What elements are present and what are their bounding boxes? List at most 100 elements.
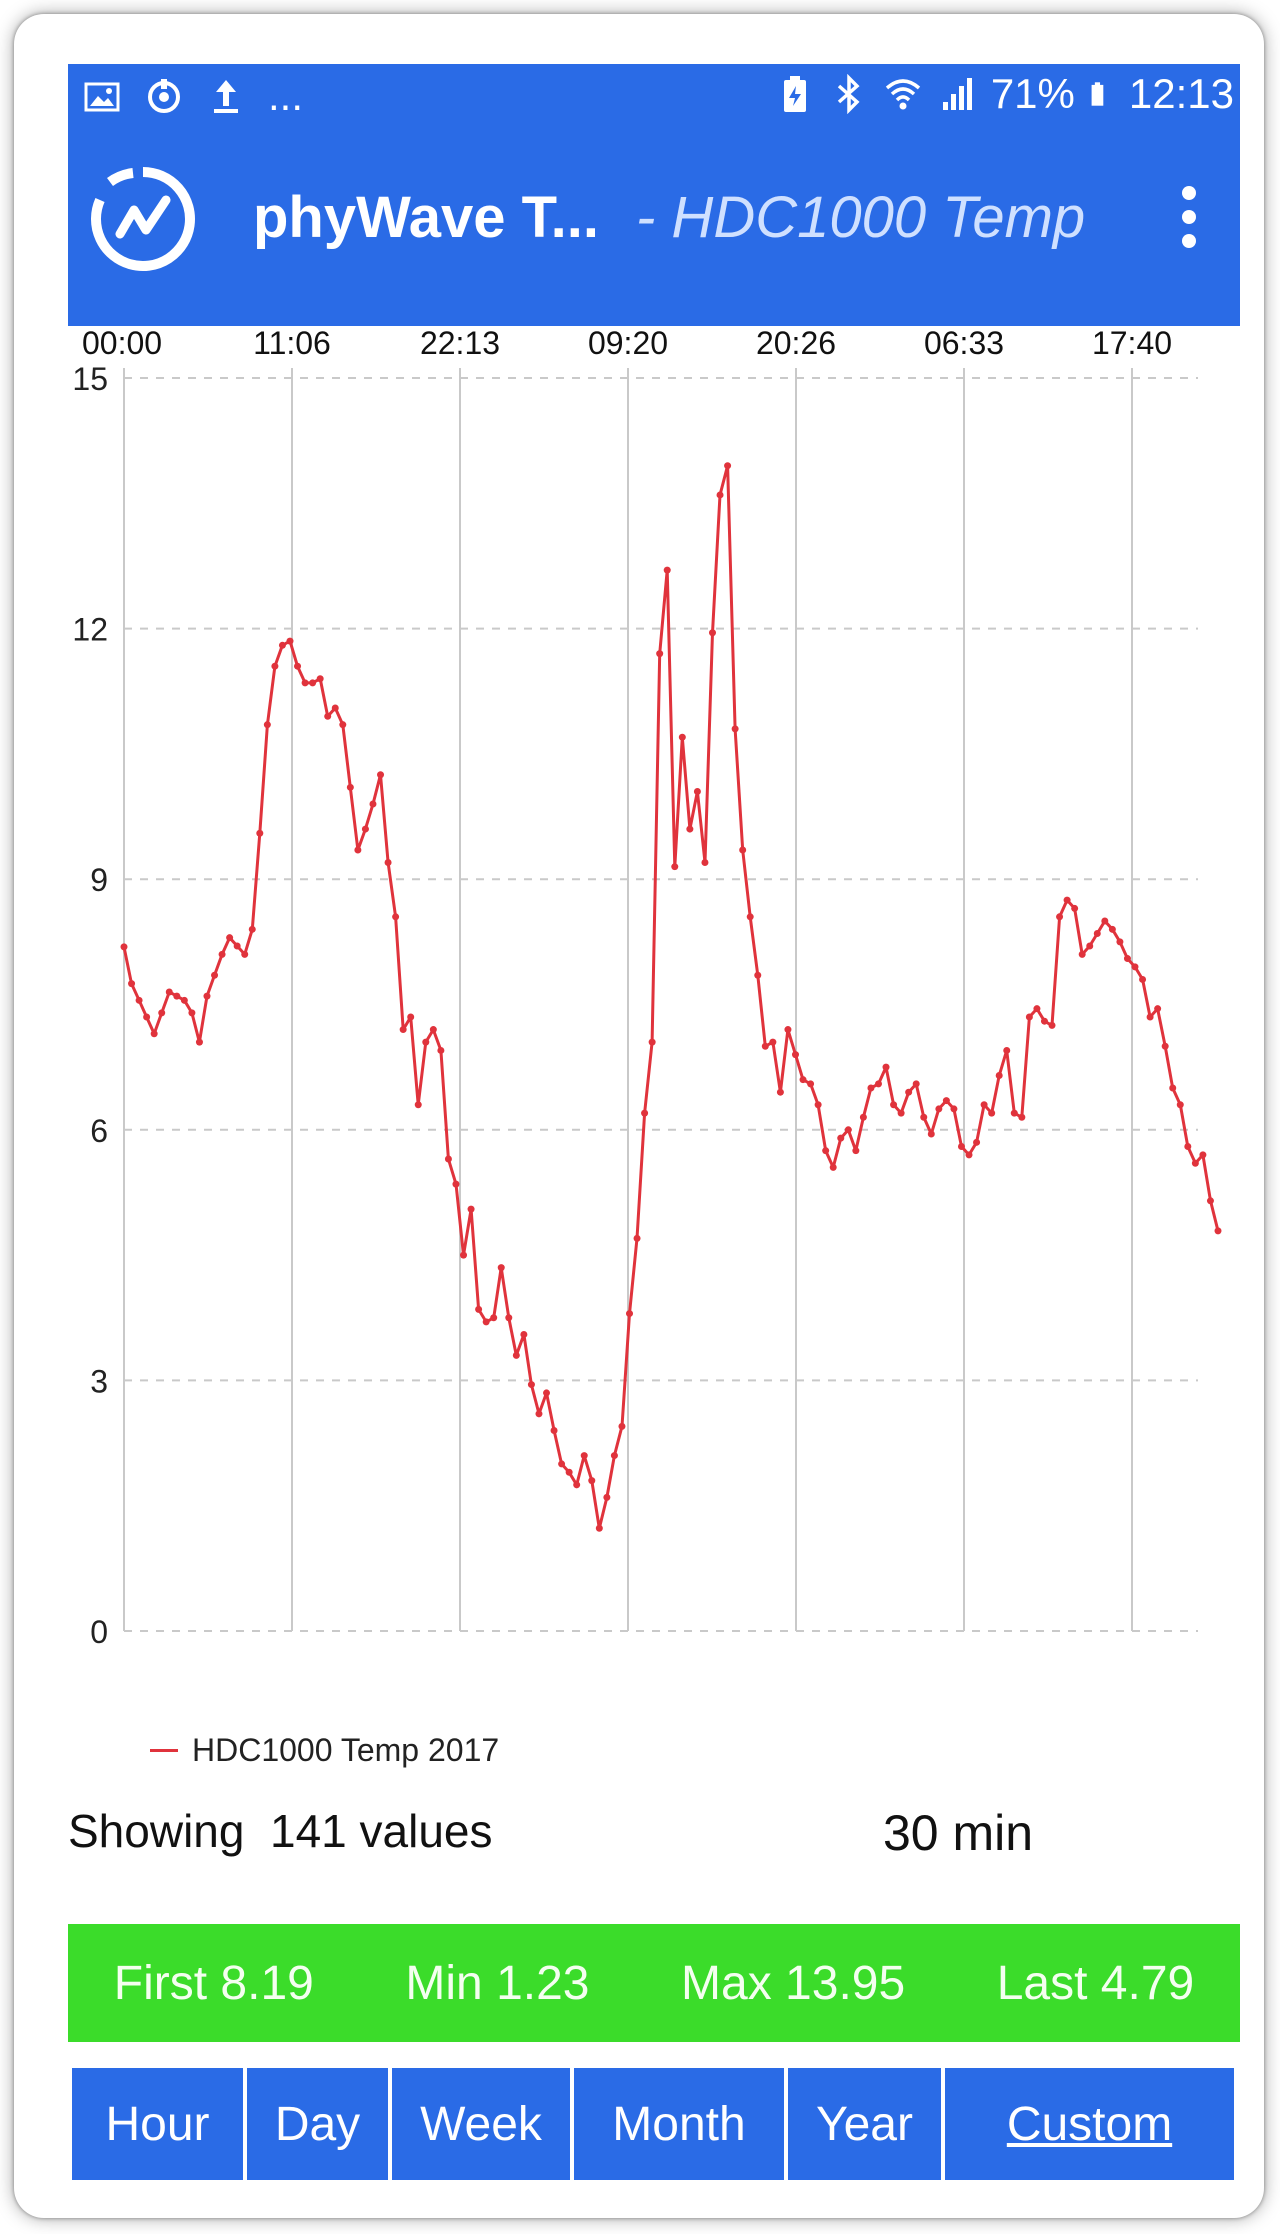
data-point	[920, 1113, 928, 1121]
phone-screen: ...	[68, 64, 1240, 2184]
data-point	[603, 1493, 611, 1501]
data-point	[648, 1038, 656, 1046]
stat-first-label: First	[113, 1956, 208, 2010]
data-point	[988, 1109, 996, 1117]
data-point	[354, 846, 362, 854]
app-subtitle: - HDC1000 Temp	[636, 185, 1086, 250]
stat-max: Max 13.95	[681, 1956, 905, 2011]
battery-icon	[1091, 82, 1104, 106]
status-bar-left: ...	[82, 72, 303, 120]
data-point	[271, 662, 279, 670]
data-point	[1003, 1046, 1011, 1054]
data-point	[678, 733, 686, 741]
data-point	[558, 1460, 566, 1468]
data-point	[799, 1076, 807, 1084]
range-button-custom[interactable]: Custom	[945, 2068, 1234, 2180]
stat-first: First 8.19	[114, 1956, 314, 2011]
data-point	[384, 858, 392, 866]
data-point	[460, 1251, 468, 1259]
data-point	[135, 996, 143, 1004]
data-point	[392, 913, 400, 921]
data-point	[263, 721, 271, 729]
x-tick-label: 06:33	[924, 326, 1004, 361]
data-point	[550, 1427, 558, 1435]
data-point	[565, 1468, 573, 1476]
stat-min-value: 1.23	[496, 1956, 590, 2010]
data-point	[203, 992, 211, 1000]
data-point	[965, 1151, 973, 1159]
image-icon	[84, 82, 120, 112]
data-point	[241, 950, 249, 958]
y-tick-label: 12	[72, 612, 108, 648]
stat-min: Min 1.23	[405, 1956, 589, 2011]
data-point	[1154, 1005, 1162, 1013]
data-point	[512, 1351, 520, 1359]
app-bar: phyWave T... - HDC1000 Temp	[68, 126, 1240, 326]
data-point	[1214, 1227, 1222, 1235]
data-point	[882, 1063, 890, 1071]
data-point	[935, 1105, 943, 1113]
range-button-month[interactable]: Month	[574, 2068, 784, 2180]
data-point	[844, 1126, 852, 1134]
data-point	[497, 1264, 505, 1272]
status-bar: ...	[68, 64, 1240, 126]
data-point	[1116, 938, 1124, 946]
data-point	[731, 725, 739, 733]
data-point	[1191, 1159, 1199, 1167]
data-point	[143, 1013, 151, 1021]
data-point	[256, 829, 264, 837]
data-point	[1146, 1013, 1154, 1021]
data-point	[444, 1155, 452, 1163]
data-point	[754, 971, 762, 979]
data-point	[874, 1080, 882, 1088]
data-point	[739, 846, 747, 854]
stat-last-value: 4.79	[1100, 1956, 1195, 2010]
bluetooth-icon	[837, 74, 860, 114]
phone-frame: ...	[14, 14, 1264, 2218]
range-selector: Hour Day Week Month Year Custom	[72, 2068, 1234, 2180]
data-point	[128, 980, 136, 988]
data-point	[1131, 963, 1139, 971]
legend-label: HDC1000 Temp 2017	[192, 1732, 500, 1768]
showing-values-text: Showing 141 values	[68, 1804, 493, 1858]
data-point	[656, 650, 664, 658]
data-point	[1093, 929, 1101, 937]
range-button-year[interactable]: Year	[788, 2068, 941, 2180]
data-point	[422, 1038, 430, 1046]
data-point	[361, 825, 369, 833]
data-point	[746, 913, 754, 921]
data-point	[1139, 975, 1147, 983]
range-button-hour[interactable]: Hour	[72, 2068, 243, 2180]
data-point	[588, 1477, 596, 1485]
overflow-menu-icon[interactable]	[1174, 186, 1204, 256]
data-point	[663, 566, 671, 574]
data-point	[942, 1097, 950, 1105]
series-line	[122, 464, 1220, 1530]
data-point	[278, 641, 286, 649]
signal-icon	[942, 78, 972, 110]
data-point	[980, 1101, 988, 1109]
data-point	[1206, 1197, 1214, 1205]
data-point	[467, 1205, 475, 1213]
battery-saver-icon	[783, 76, 806, 112]
data-point	[927, 1130, 935, 1138]
data-point	[309, 679, 317, 687]
data-point	[867, 1084, 875, 1092]
range-button-day[interactable]: Day	[247, 2068, 388, 2180]
data-point	[573, 1481, 581, 1489]
data-point	[1033, 1005, 1041, 1013]
temperature-chart: 15 12 9 6 3 0 00:00 11:06 22:13 09:20 20:26 06:33 17…	[72, 326, 1222, 1650]
range-button-week[interactable]: Week	[392, 2068, 570, 2180]
data-point	[1176, 1101, 1184, 1109]
data-point	[1048, 1021, 1056, 1029]
data-point	[618, 1422, 626, 1430]
data-point	[1040, 1017, 1048, 1025]
data-point	[610, 1452, 618, 1460]
data-point	[1161, 1042, 1169, 1050]
y-tick-label: 9	[90, 862, 108, 898]
data-point	[1010, 1109, 1018, 1117]
data-point	[595, 1524, 603, 1532]
data-point	[331, 704, 339, 712]
phywave-logo-icon[interactable]	[88, 164, 198, 274]
data-point	[822, 1147, 830, 1155]
